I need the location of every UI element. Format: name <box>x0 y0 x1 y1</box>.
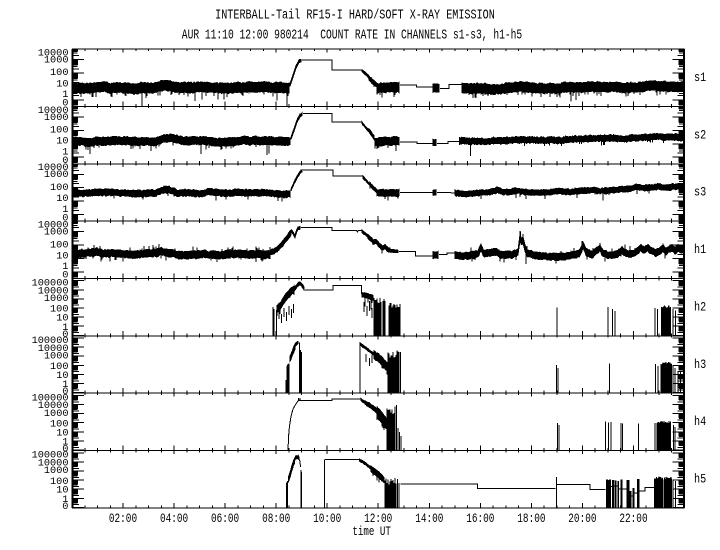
svg-text:1: 1 <box>62 204 68 216</box>
svg-text:s2: s2 <box>694 128 706 142</box>
svg-text:s1: s1 <box>694 71 706 85</box>
svg-text:10000: 10000 <box>38 162 69 174</box>
svg-text:100: 100 <box>50 361 69 373</box>
svg-text:1000: 1000 <box>44 351 69 363</box>
svg-text:0: 0 <box>62 98 68 110</box>
svg-text:1000: 1000 <box>44 465 69 477</box>
svg-text:100: 100 <box>50 125 69 137</box>
svg-text:0: 0 <box>62 329 68 341</box>
svg-text:100: 100 <box>50 304 69 316</box>
svg-text:10000: 10000 <box>38 105 69 117</box>
svg-text:100000: 100000 <box>32 278 69 290</box>
svg-text:h4: h4 <box>694 415 706 429</box>
svg-text:1: 1 <box>62 261 68 273</box>
svg-text:1: 1 <box>62 437 68 449</box>
svg-text:100000: 100000 <box>32 450 69 462</box>
svg-text:18:00: 18:00 <box>517 511 545 526</box>
svg-text:0: 0 <box>62 386 68 398</box>
svg-text:10000: 10000 <box>38 220 69 232</box>
svg-text:10000: 10000 <box>38 343 69 355</box>
svg-text:10: 10 <box>56 78 68 90</box>
svg-text:08:00: 08:00 <box>262 511 290 526</box>
svg-text:20:00: 20:00 <box>568 511 596 526</box>
svg-text:AUR 11:10 12:00 980214 COUNT: AUR 11:10 12:00 980214 COUNT RATE IN CHA… <box>182 29 522 44</box>
svg-text:10000: 10000 <box>38 47 69 59</box>
svg-text:100000: 100000 <box>32 392 69 404</box>
svg-text:10:00: 10:00 <box>313 511 341 526</box>
svg-text:0: 0 <box>62 501 68 513</box>
svg-text:INTERBALL-Tail RF15-I HARD/SOF: INTERBALL-Tail RF15-I HARD/SOFT X-RAY EM… <box>215 9 495 24</box>
svg-text:100: 100 <box>50 182 69 194</box>
svg-text:100: 100 <box>50 239 69 251</box>
svg-text:14:00: 14:00 <box>415 511 443 526</box>
svg-text:0: 0 <box>62 155 68 167</box>
svg-text:0: 0 <box>62 444 68 456</box>
svg-text:02:00: 02:00 <box>109 511 137 526</box>
svg-text:10: 10 <box>56 485 68 497</box>
svg-text:1000: 1000 <box>44 169 69 181</box>
svg-text:10000: 10000 <box>38 400 69 412</box>
svg-text:h5: h5 <box>694 473 706 487</box>
svg-text:10: 10 <box>56 427 68 439</box>
svg-text:10000: 10000 <box>38 285 69 297</box>
svg-text:100: 100 <box>50 67 69 79</box>
svg-text:1000: 1000 <box>44 227 69 239</box>
svg-text:1000: 1000 <box>44 112 69 124</box>
svg-text:1: 1 <box>62 89 68 101</box>
svg-text:10000: 10000 <box>38 458 69 470</box>
svg-text:1: 1 <box>62 322 68 334</box>
svg-text:0: 0 <box>62 212 68 224</box>
svg-text:s3: s3 <box>694 186 706 200</box>
svg-text:10: 10 <box>56 250 68 262</box>
svg-text:1: 1 <box>62 379 68 391</box>
svg-text:10: 10 <box>56 313 68 325</box>
svg-text:16:00: 16:00 <box>466 511 494 526</box>
svg-text:100000: 100000 <box>32 335 69 347</box>
svg-text:1: 1 <box>62 494 68 506</box>
svg-text:100: 100 <box>50 419 69 431</box>
svg-text:time UT: time UT <box>352 524 391 539</box>
svg-text:0: 0 <box>62 270 68 282</box>
svg-text:1000: 1000 <box>44 293 69 305</box>
svg-text:h3: h3 <box>694 358 706 372</box>
svg-text:1000: 1000 <box>44 54 69 66</box>
svg-text:12:00: 12:00 <box>364 511 392 526</box>
svg-text:22:00: 22:00 <box>619 511 647 526</box>
svg-text:06:00: 06:00 <box>211 511 239 526</box>
svg-text:100: 100 <box>50 476 69 488</box>
svg-text:h1: h1 <box>694 243 706 257</box>
svg-text:04:00: 04:00 <box>160 511 188 526</box>
svg-text:10: 10 <box>56 370 68 382</box>
svg-text:10: 10 <box>56 193 68 205</box>
svg-text:10: 10 <box>56 136 68 148</box>
svg-text:h2: h2 <box>694 301 706 315</box>
svg-text:1: 1 <box>62 147 68 159</box>
svg-text:1000: 1000 <box>44 408 69 420</box>
